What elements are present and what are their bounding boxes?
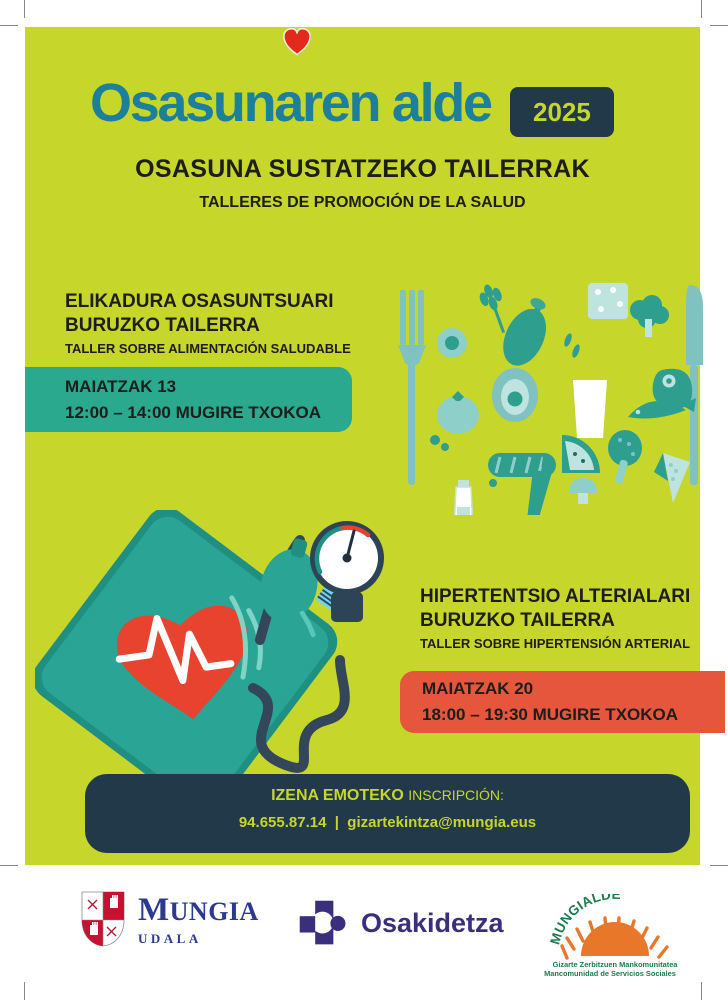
svg-text:Gizarte Zerbitzuen Mankomunita: Gizarte Zerbitzuen Mankomunitatea — [553, 960, 679, 968]
